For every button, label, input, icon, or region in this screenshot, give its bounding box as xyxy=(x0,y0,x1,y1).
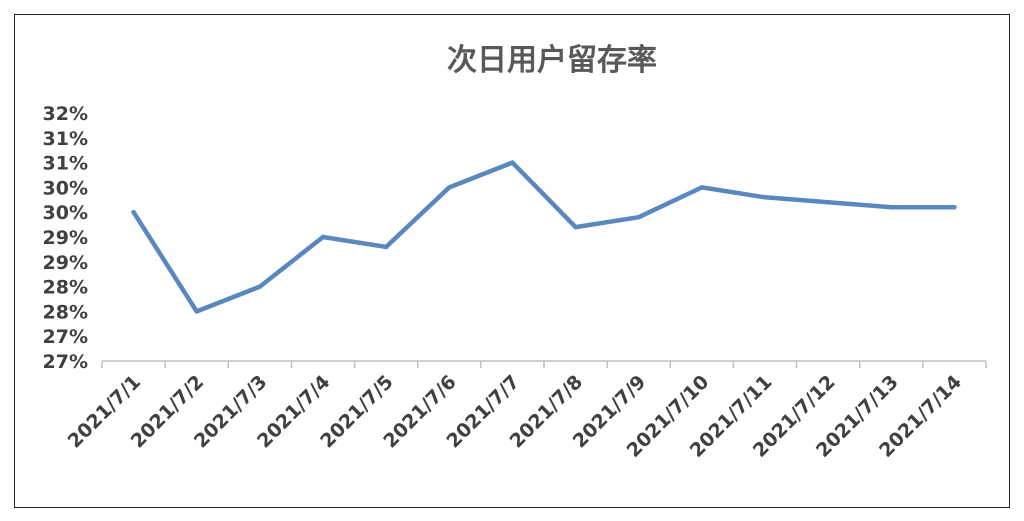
data-point xyxy=(762,195,768,200)
x-axis-ticks: 2021/7/12021/7/22021/7/32021/7/42021/7/5… xyxy=(64,371,966,462)
series-group xyxy=(131,160,957,314)
y-tick-label: 30% xyxy=(43,202,88,224)
data-point xyxy=(952,205,957,210)
series-line xyxy=(131,160,957,314)
y-tick-label: 29% xyxy=(43,227,88,249)
data-point xyxy=(636,214,641,220)
y-tick-label: 27% xyxy=(43,326,88,348)
chart-frame xyxy=(14,14,1010,508)
data-point xyxy=(447,185,452,190)
y-tick-label: 32% xyxy=(43,103,88,125)
y-tick-label: 29% xyxy=(43,252,88,274)
data-point xyxy=(320,234,326,240)
data-point xyxy=(257,284,263,289)
data-point xyxy=(825,200,831,205)
data-point xyxy=(194,309,199,314)
y-axis-ticks: 27%27%28%28%29%29%30%30%31%31%32% xyxy=(43,103,88,373)
data-point xyxy=(383,244,389,250)
data-point xyxy=(573,224,578,230)
y-tick-label: 31% xyxy=(43,128,88,150)
data-point xyxy=(131,210,136,215)
chart-title: 次日用户留存率 xyxy=(447,43,657,78)
data-point xyxy=(510,160,515,165)
y-tick-label: 31% xyxy=(43,153,88,175)
y-tick-label: 28% xyxy=(43,301,88,323)
x-axis xyxy=(101,360,987,368)
data-point xyxy=(889,205,894,210)
y-tick-label: 30% xyxy=(43,177,88,199)
data-point xyxy=(699,185,705,190)
y-tick-label: 28% xyxy=(43,277,88,299)
y-tick-label: 27% xyxy=(43,351,88,373)
